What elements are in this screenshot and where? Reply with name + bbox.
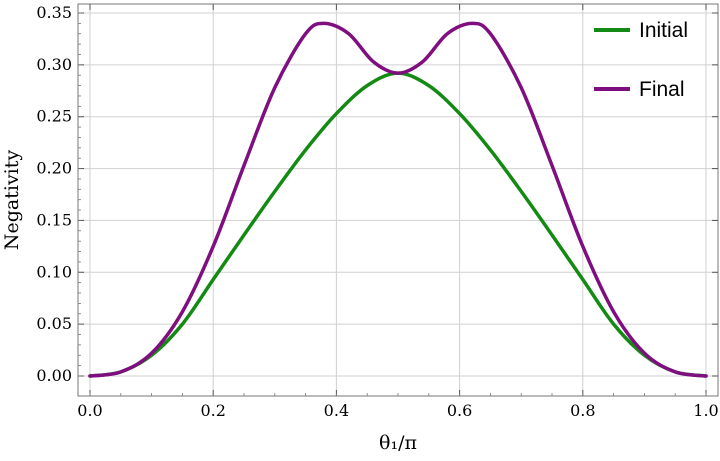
y-tick-label: 0.25 [36,107,72,126]
series-line-initial [88,71,708,378]
series-line-final [88,21,708,378]
y-tick-label: 0.20 [36,159,72,178]
x-axis-label: θ₁/π [379,432,417,454]
series-lines [88,21,708,378]
y-tick-label: 0.15 [36,210,72,229]
x-tick-label: 1.0 [693,401,718,420]
grid [78,4,718,396]
x-tick-label: 0.6 [447,401,472,420]
x-tick-label: 0.2 [200,401,225,420]
y-tick-label: 0.05 [36,314,72,333]
x-tick-label: 0.4 [324,401,349,420]
legend: Initial Final [594,19,688,101]
y-tick-label: 0.10 [36,262,72,281]
y-tick-label: 0.35 [36,3,72,22]
axis-ticks: 0.0 0.2 0.4 0.6 0.8 1.0 0.00 0.05 0.10 0.15 0.20 0.… [36,3,718,420]
legend-label: Initial [639,19,688,42]
legend-label: Final [639,78,685,101]
y-tick-label: 0.00 [36,366,72,385]
y-axis-label: Negativity [1,150,23,251]
plot-frame [77,3,719,397]
y-tick-label: 0.30 [36,55,72,74]
x-tick-label: 0.0 [77,401,102,420]
x-tick-label: 0.8 [570,401,595,420]
